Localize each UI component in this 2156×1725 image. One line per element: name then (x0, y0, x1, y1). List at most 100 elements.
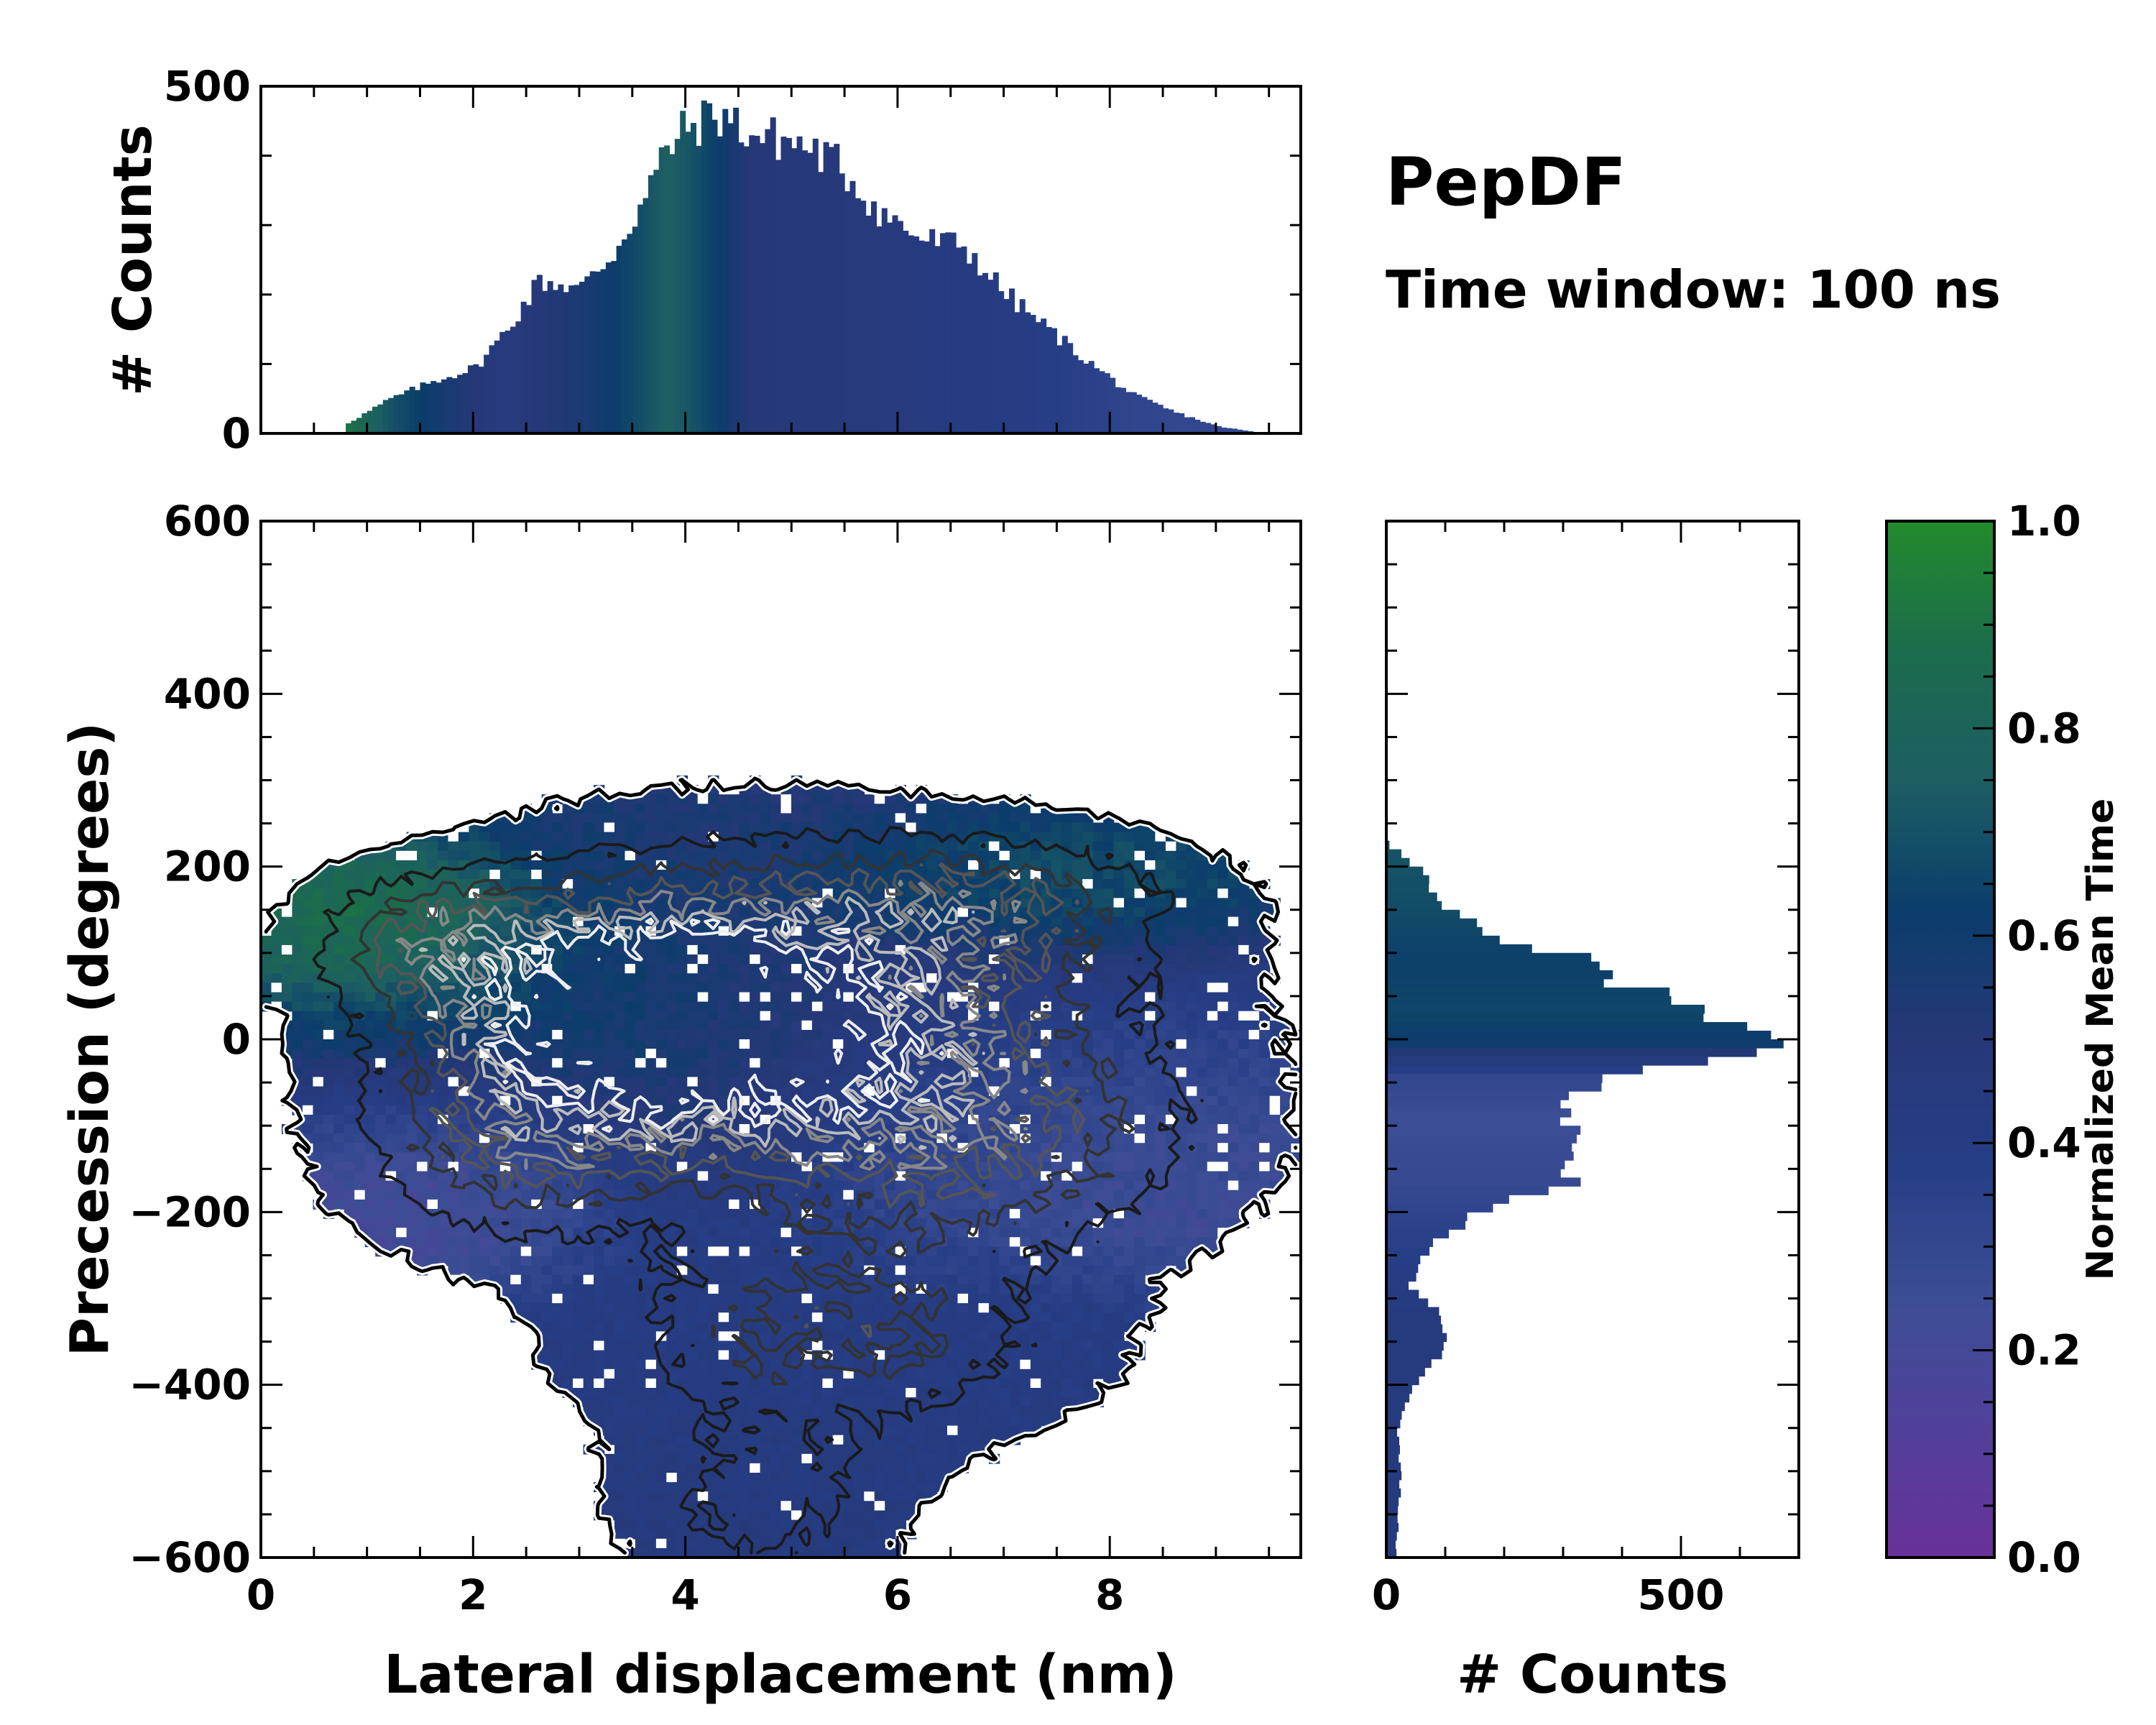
heatmap-cell (780, 964, 792, 974)
heatmap-cell (1082, 1077, 1094, 1087)
heatmap-cell (531, 822, 543, 833)
top-histogram-bar (913, 236, 920, 433)
heatmap-cell (999, 1228, 1010, 1238)
top-y-tick-label: 0 (222, 409, 251, 458)
heatmap-cell (396, 1011, 407, 1021)
heatmap-cell (313, 1020, 324, 1031)
heatmap-cell (791, 785, 803, 795)
heatmap-cell (1092, 1265, 1104, 1276)
heatmap-cell (729, 1209, 740, 1219)
top-histogram-bar (1141, 397, 1148, 433)
heatmap-cell (1217, 1086, 1229, 1097)
heatmap-cell (978, 1274, 990, 1285)
heatmap-cell (427, 1218, 438, 1228)
heatmap-cell (1041, 813, 1052, 824)
heatmap-cell (1041, 822, 1052, 833)
heatmap-cell (1207, 907, 1219, 918)
heatmap-cell (1082, 1190, 1094, 1200)
heatmap-cell (697, 1171, 709, 1182)
heatmap-cell (739, 1058, 750, 1069)
heatmap-cell (1155, 1237, 1166, 1248)
heatmap-cell (708, 973, 719, 984)
heatmap-cell (853, 804, 865, 814)
heatmap-cell (594, 804, 605, 814)
heatmap-cell (1051, 1077, 1062, 1087)
heatmap-cell (625, 1067, 636, 1078)
heatmap-cell (1165, 926, 1177, 937)
heatmap-cell (1124, 1077, 1135, 1087)
heatmap-cell (313, 1067, 324, 1078)
heatmap-cell (552, 1039, 563, 1049)
heatmap-cell (739, 1237, 750, 1248)
heatmap-cell (750, 1049, 761, 1059)
heatmap-cell (676, 1020, 688, 1031)
heatmap-cell (1217, 1029, 1229, 1040)
heatmap-cell (811, 1011, 824, 1021)
heatmap-cell (780, 898, 792, 908)
heatmap-cell (364, 1124, 376, 1134)
heatmap-cell (614, 1077, 626, 1087)
heatmap-cell (1134, 1039, 1146, 1049)
heatmap-cell (1217, 1049, 1229, 1059)
heatmap-cell (729, 1077, 740, 1087)
heatmap-cell (1041, 1133, 1052, 1144)
heatmap-cell (396, 879, 407, 889)
heatmap-cell (1259, 1105, 1271, 1116)
heatmap-cell (760, 1001, 771, 1012)
heatmap-cell (1020, 1190, 1031, 1200)
heatmap-cell (811, 841, 824, 852)
heatmap-cell (614, 1039, 626, 1049)
heatmap-cell (1092, 1228, 1104, 1238)
heatmap-cell (323, 888, 335, 899)
heatmap-cell (594, 964, 605, 974)
heatmap-cell (1176, 888, 1187, 899)
heatmap-cell (510, 898, 522, 908)
top-histogram-bar (632, 226, 638, 433)
heatmap-cell (323, 1029, 335, 1040)
heatmap-cell (697, 935, 709, 946)
heatmap-cell (645, 1209, 657, 1219)
heatmap-cell (1103, 935, 1115, 946)
heatmap-cell (739, 1228, 750, 1238)
heatmap-cell (573, 954, 584, 965)
top-histogram-bar (871, 201, 877, 433)
heatmap-cell (739, 907, 750, 918)
top-histogram-bar (642, 198, 649, 433)
heatmap-cell (1134, 1143, 1146, 1154)
heatmap-cell (718, 794, 729, 805)
heatmap-cell (1134, 860, 1146, 870)
heatmap-cell (988, 1199, 1000, 1210)
heatmap-cell (811, 879, 824, 889)
heatmap-cell (666, 944, 678, 955)
heatmap-cell (1217, 964, 1229, 974)
top-histogram-bar (616, 246, 622, 433)
heatmap-cell (1009, 1256, 1021, 1266)
heatmap-cell (458, 1199, 470, 1210)
heatmap-cell (968, 888, 980, 899)
heatmap-cell (583, 1303, 594, 1313)
top-histogram-bar (1163, 408, 1169, 433)
heatmap-cell (1165, 1256, 1177, 1266)
heatmap-cell (676, 860, 688, 870)
heatmap-cell (780, 1162, 792, 1172)
heatmap-cell (822, 1001, 834, 1012)
heatmap-cell (1072, 841, 1083, 852)
heatmap-cell (822, 983, 834, 993)
heatmap-cell (625, 1293, 636, 1304)
heatmap-cell (1030, 1105, 1042, 1116)
heatmap-cell (635, 1067, 647, 1078)
heatmap-cell (635, 1058, 647, 1069)
heatmap-cell (1082, 1237, 1094, 1248)
heatmap-cell (655, 1020, 668, 1031)
heatmap-cell (999, 1293, 1010, 1304)
top-histogram-bar (1168, 409, 1174, 433)
heatmap-cell (718, 983, 729, 993)
heatmap-cell (968, 898, 980, 908)
heatmap-cell (479, 1228, 491, 1238)
heatmap-cell (1009, 1095, 1021, 1106)
heatmap-cell (562, 1067, 573, 1078)
heatmap-cell (832, 1199, 844, 1210)
heatmap-cell (614, 992, 626, 1003)
heatmap-cell (687, 1020, 699, 1031)
heatmap-cell (1009, 1077, 1021, 1087)
